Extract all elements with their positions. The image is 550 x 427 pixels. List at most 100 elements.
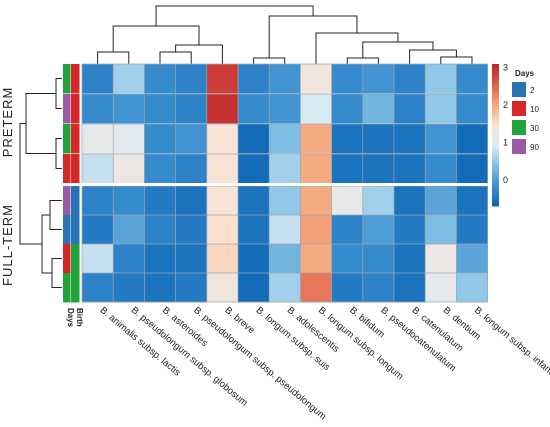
color-scale-step: [492, 196, 499, 200]
heatmap-cell: [206, 215, 239, 245]
color-scale-step: [492, 156, 499, 160]
heatmap-cell: [144, 244, 176, 274]
heatmap-cell: [456, 64, 488, 94]
heatmap-cell: [238, 273, 270, 303]
days-annotation-cell: [63, 244, 71, 274]
days-annotation-cell: [63, 273, 71, 303]
heatmap-cell: [82, 124, 114, 154]
color-scale-step: [492, 97, 499, 100]
row-dendrogram: [19, 78, 62, 288]
heatmap-cell: [113, 186, 145, 216]
heatmap-cell: [425, 124, 457, 154]
column-dendrogram-branch: [440, 56, 473, 64]
color-scale-step: [492, 130, 499, 134]
heatmap-cell: [82, 186, 114, 216]
color-scale-step: [492, 73, 499, 77]
color-scale-tick: 2: [503, 100, 508, 110]
heatmap-cell: [300, 215, 332, 245]
heatmap-cell: [269, 186, 301, 216]
color-scale-step: [492, 68, 499, 72]
heatmap-cell: [394, 124, 426, 154]
color-scale-step: [492, 170, 499, 174]
heatmap-cell: [362, 124, 395, 154]
heatmap-cell: [82, 273, 114, 303]
heatmap-cell: [269, 273, 301, 303]
heatmap-cell: [175, 94, 208, 124]
heatmap-cell: [300, 64, 332, 94]
legend-label: 10: [530, 105, 539, 114]
heatmap-cell: [300, 154, 332, 184]
heatmap-cell: [331, 215, 364, 245]
heatmap-cell: [144, 273, 176, 303]
row-group-label: FULL-TERM: [0, 204, 15, 286]
heatmap-cell: [113, 124, 145, 154]
birth-annotation-cell: [71, 273, 80, 303]
row-dendrogram-branch: [51, 258, 62, 288]
color-scale-step: [492, 108, 499, 112]
heatmap-cell: [394, 215, 426, 245]
color-scale-step: [492, 132, 499, 136]
legend-label: 90: [530, 143, 539, 152]
heatmap-cell: [175, 186, 208, 216]
heatmap-cell: [238, 244, 270, 274]
legend-label: 30: [530, 124, 539, 133]
annotation-titles: Days Birth: [66, 308, 84, 328]
color-scale-step: [492, 163, 499, 167]
heatmap-cell: [113, 154, 145, 184]
heatmap-cell: [394, 244, 426, 274]
row-dendrogram-branch: [55, 78, 62, 109]
color-scale-tick: 3: [503, 63, 508, 73]
heatmap-cell: [456, 186, 488, 216]
color-scale-tick: 0: [503, 175, 508, 185]
color-scale-step: [492, 99, 499, 103]
group-separator: [62, 183, 488, 186]
color-scale-step: [492, 184, 499, 188]
column-dendrogram-branch: [268, 15, 358, 58]
column-dendrogram-branch: [159, 51, 192, 64]
column-label: B. longum subsp. infantis: [472, 305, 550, 382]
heatmap-cell: [206, 94, 239, 124]
heatmap-cell: [362, 64, 395, 94]
heatmap-cell: [206, 154, 239, 184]
color-scale-step: [492, 116, 499, 119]
color-scale-step: [492, 146, 499, 150]
heatmap-cell: [331, 273, 364, 303]
color-scale-step: [492, 161, 499, 164]
column-dendrogram-branch: [346, 57, 379, 64]
heatmap-cell: [144, 124, 176, 154]
legend-swatch: [512, 120, 526, 135]
heatmap-cell: [425, 186, 457, 216]
birth-annotation-cell: [71, 94, 80, 124]
heatmap-cell: [144, 154, 176, 184]
heatmap-cell: [238, 94, 270, 124]
days-annotation-cell: [63, 124, 71, 154]
heatmap-cell: [456, 94, 488, 124]
heatmap-grid: [62, 63, 488, 303]
row-dendrogram-branch: [19, 123, 42, 245]
heatmap-cell: [144, 186, 176, 216]
color-scale-step: [492, 127, 499, 131]
heatmap-cell: [175, 64, 208, 94]
color-scale-step: [492, 85, 499, 89]
color-scale-step: [492, 168, 499, 171]
color-scale-step: [492, 135, 499, 138]
column-dendrogram-branch: [155, 5, 314, 26]
column-dendrogram-branch: [175, 44, 223, 64]
heatmap-cell: [425, 244, 457, 274]
color-scale-step: [492, 182, 499, 186]
heatmap-cell: [331, 94, 364, 124]
heatmap-cell: [362, 215, 395, 245]
color-scale-step: [492, 194, 499, 198]
days-annotation-cell: [63, 94, 71, 124]
color-scale-step: [492, 172, 499, 176]
heatmap-cell: [175, 273, 208, 303]
heatmap-cell: [300, 94, 332, 124]
heatmap-cell: [82, 64, 114, 94]
color-scale-step: [492, 165, 499, 169]
heatmap-cell: [175, 154, 208, 184]
birth-annotation-cell: [71, 124, 80, 154]
heatmap-cell: [113, 273, 145, 303]
heatmap-cell: [206, 244, 239, 274]
heatmap-cell: [269, 64, 301, 94]
